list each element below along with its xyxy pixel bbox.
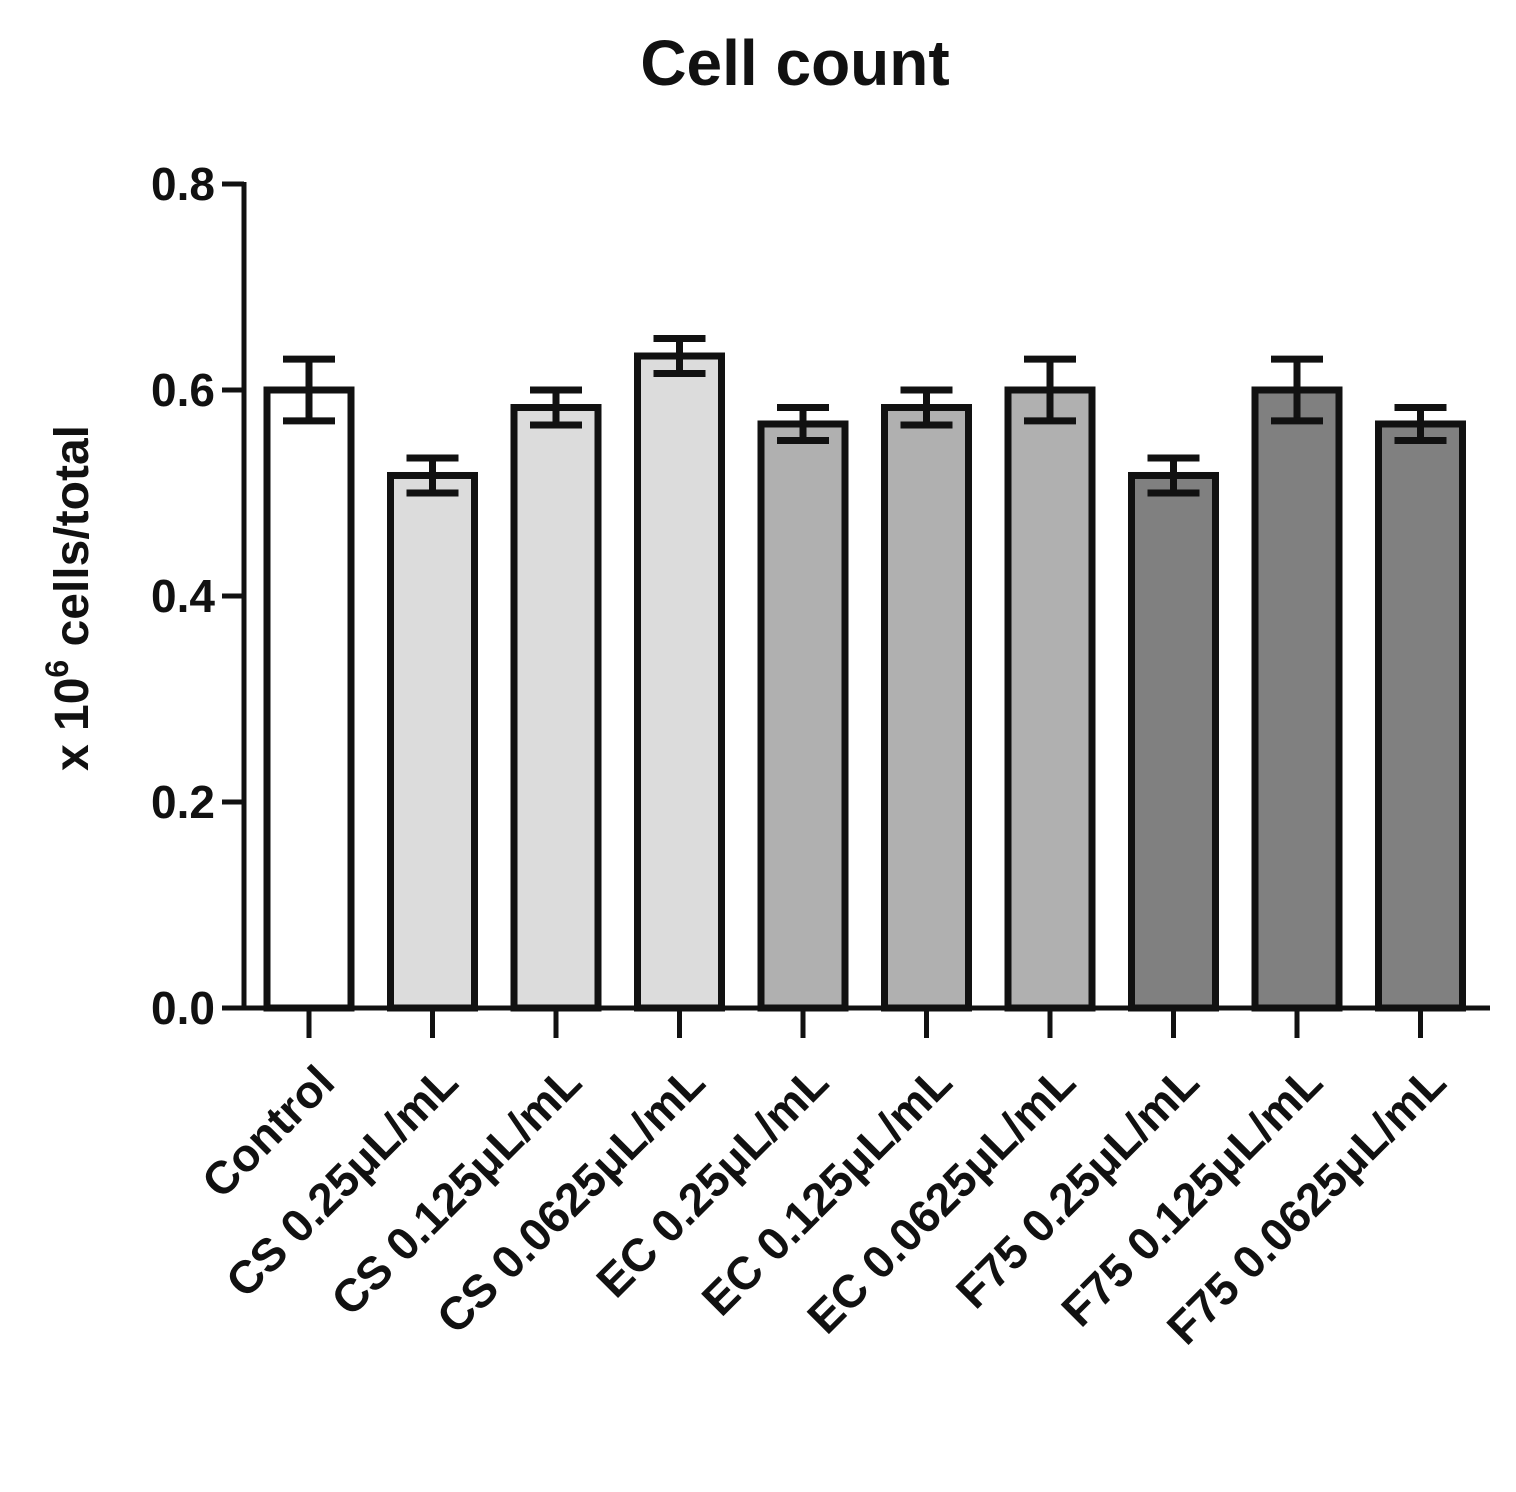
bars-layer bbox=[263, 352, 1466, 1012]
y-tick-label-1: 0.0 bbox=[151, 982, 215, 1034]
bar-5 bbox=[757, 420, 849, 1012]
y-tick-labels: 0.0 0.2 0.4 0.6 0.8 bbox=[151, 158, 215, 1034]
y-tick-label-2: 0.2 bbox=[151, 776, 215, 828]
bar-1 bbox=[263, 386, 355, 1012]
bar-4 bbox=[634, 352, 725, 1012]
error-bars-layer bbox=[283, 335, 1447, 497]
y-tick-label-3: 0.4 bbox=[151, 570, 215, 622]
y-axis-title-superscript: 6 bbox=[39, 660, 75, 678]
y-tick-label-5: 0.8 bbox=[151, 158, 215, 210]
chart-title: Cell count bbox=[640, 27, 949, 99]
bar-6 bbox=[881, 404, 972, 1012]
bar-10 bbox=[1375, 420, 1466, 1012]
bar-9 bbox=[1251, 386, 1343, 1012]
axes-layer bbox=[222, 181, 1490, 1038]
bar-3 bbox=[510, 404, 602, 1012]
y-tick-label-4: 0.6 bbox=[151, 364, 215, 416]
bar-8 bbox=[1128, 471, 1219, 1012]
y-axis-title-prefix: x 10 bbox=[46, 678, 99, 771]
bar-2 bbox=[387, 471, 478, 1012]
y-axis-title-suffix: cells/total bbox=[46, 425, 99, 660]
y-axis-title: x 106 cells/total bbox=[39, 425, 99, 771]
bar-7 bbox=[1004, 386, 1096, 1012]
